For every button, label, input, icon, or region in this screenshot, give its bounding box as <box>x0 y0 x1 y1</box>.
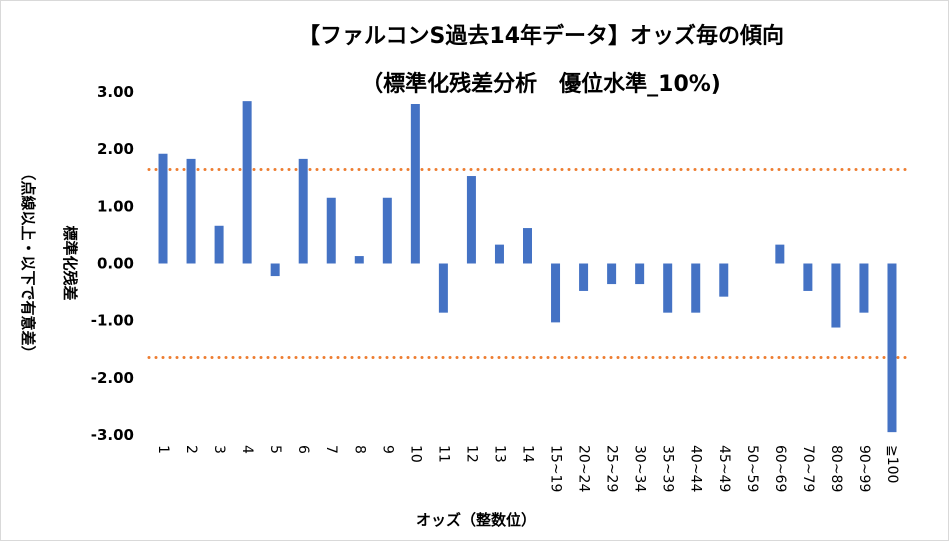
bar-7 <box>326 197 336 264</box>
bar-80~89 <box>831 263 841 328</box>
x-tick-label: 9 <box>379 445 395 454</box>
x-tick-label: 3 <box>211 445 227 454</box>
x-ticks: 1 2 3 4 5 6 7 8 9 10 11 12 13 14 15~19 20~24 25~29 30~34 3… <box>155 445 900 492</box>
x-tick-label: 50~59 <box>744 445 760 492</box>
x-tick-label: 4 <box>239 445 255 454</box>
chart-title: 【ファルコンS過去14年データ】オッズ毎の傾向 <box>298 23 784 49</box>
x-tick-label: 20~24 <box>576 445 592 492</box>
x-tick-label: 14 <box>520 445 536 463</box>
bar-70~79 <box>803 263 813 291</box>
y-tick-label: 0.00 <box>97 255 134 273</box>
bar-≧100 <box>887 263 897 433</box>
bars <box>158 101 897 433</box>
x-tick-label: 11 <box>435 445 451 463</box>
bar-35~39 <box>663 263 673 313</box>
x-tick-label: 45~49 <box>716 445 732 492</box>
y-tick-label: -2.00 <box>91 369 134 387</box>
y-ticks: 3.00 2.00 1.00 0.00 -1.00 -2.00 -3.00 <box>91 83 134 444</box>
bar-13 <box>494 244 504 264</box>
x-tick-label: 90~99 <box>856 445 872 492</box>
x-tick-label: 80~89 <box>828 445 844 492</box>
bar-14 <box>523 228 532 264</box>
bar-8 <box>354 256 364 264</box>
bar-90~99 <box>859 263 869 313</box>
bar-20~24 <box>579 263 589 291</box>
x-tick-label: 15~19 <box>548 445 564 492</box>
y-tick-label: -3.00 <box>91 426 134 444</box>
x-tick-label: 25~29 <box>604 445 620 492</box>
bar-25~29 <box>607 263 617 285</box>
chart-subtitle: （標準化残差分析 優位水準_10%) <box>361 71 721 97</box>
bar-12 <box>466 176 476 264</box>
x-tick-label: 30~34 <box>632 445 648 492</box>
x-tick-label: 2 <box>183 445 199 454</box>
bar-9 <box>382 197 392 264</box>
bar-11 <box>438 263 448 313</box>
x-axis-title: オッズ（整数位） <box>416 511 536 529</box>
y-tick-label: 1.00 <box>97 197 134 215</box>
bar-45~49 <box>719 263 729 297</box>
x-tick-label: 5 <box>267 445 283 454</box>
x-tick-label: 35~39 <box>660 445 676 492</box>
x-tick-label: 60~69 <box>772 445 788 492</box>
y-tick-label: 2.00 <box>97 140 134 158</box>
x-tick-label: 6 <box>295 445 311 454</box>
x-tick-label: 10 <box>407 445 423 463</box>
bar-40~44 <box>691 263 701 313</box>
y-axis-label-note: （点線以上・以下で有意差） <box>19 165 37 360</box>
x-tick-label: 13 <box>491 445 507 463</box>
y-tick-label: -1.00 <box>91 312 134 330</box>
x-tick-label: 7 <box>323 445 339 454</box>
x-tick-label: 70~79 <box>800 445 816 492</box>
x-tick-label: 12 <box>463 445 479 463</box>
bar-10 <box>410 104 420 264</box>
bar-60~69 <box>775 244 785 264</box>
bar-5 <box>270 263 280 277</box>
y-tick-label: 3.00 <box>97 83 134 101</box>
y-axis-label-main: 標準化残差 <box>61 225 79 300</box>
x-tick-label: 40~44 <box>688 445 704 492</box>
bar-2 <box>186 158 196 264</box>
reference-lines <box>147 167 908 360</box>
x-tick-label: 8 <box>351 445 367 454</box>
bar-15~19 <box>551 263 561 323</box>
bar-30~34 <box>635 263 645 285</box>
bar-1 <box>158 153 168 264</box>
x-tick-label: ≧100 <box>884 445 900 483</box>
bar-4 <box>242 101 252 264</box>
x-tick-label: 1 <box>155 445 171 454</box>
y-axis-title: （点線以上・以下で有意差） 標準化残差 <box>19 165 79 360</box>
bar-3 <box>214 225 224 264</box>
bar-6 <box>298 158 308 264</box>
